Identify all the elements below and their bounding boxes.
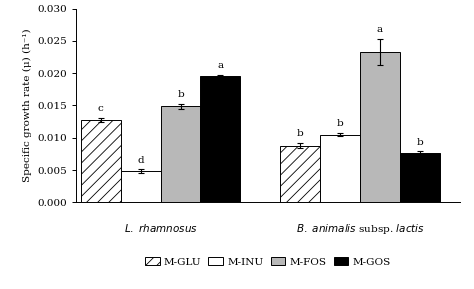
Text: b: b — [297, 129, 303, 138]
Text: c: c — [98, 104, 104, 113]
Bar — [400, 153, 440, 202]
Bar — [161, 106, 201, 202]
Bar — [360, 52, 400, 202]
Text: a: a — [377, 25, 383, 34]
Text: b: b — [177, 90, 184, 99]
Bar — [320, 134, 360, 202]
Text: a: a — [218, 61, 224, 70]
Bar — [81, 120, 121, 202]
Bar — [121, 171, 161, 202]
Legend: M-GLU, M-INU, M-FOS, M-GOS: M-GLU, M-INU, M-FOS, M-GOS — [141, 252, 395, 271]
Y-axis label: Specific growth rate (μ) (h⁻¹): Specific growth rate (μ) (h⁻¹) — [22, 29, 31, 182]
Text: b: b — [417, 138, 423, 147]
Text: $\it{B.\ animalis}$ subsp. $\it{lactis}$: $\it{B.\ animalis}$ subsp. $\it{lactis}$ — [296, 222, 425, 236]
Text: d: d — [137, 156, 144, 165]
Bar — [280, 145, 320, 202]
Bar — [201, 76, 240, 202]
Text: $\it{L.\ rhamnosus}$: $\it{L.\ rhamnosus}$ — [124, 222, 198, 234]
Text: b: b — [337, 119, 344, 128]
